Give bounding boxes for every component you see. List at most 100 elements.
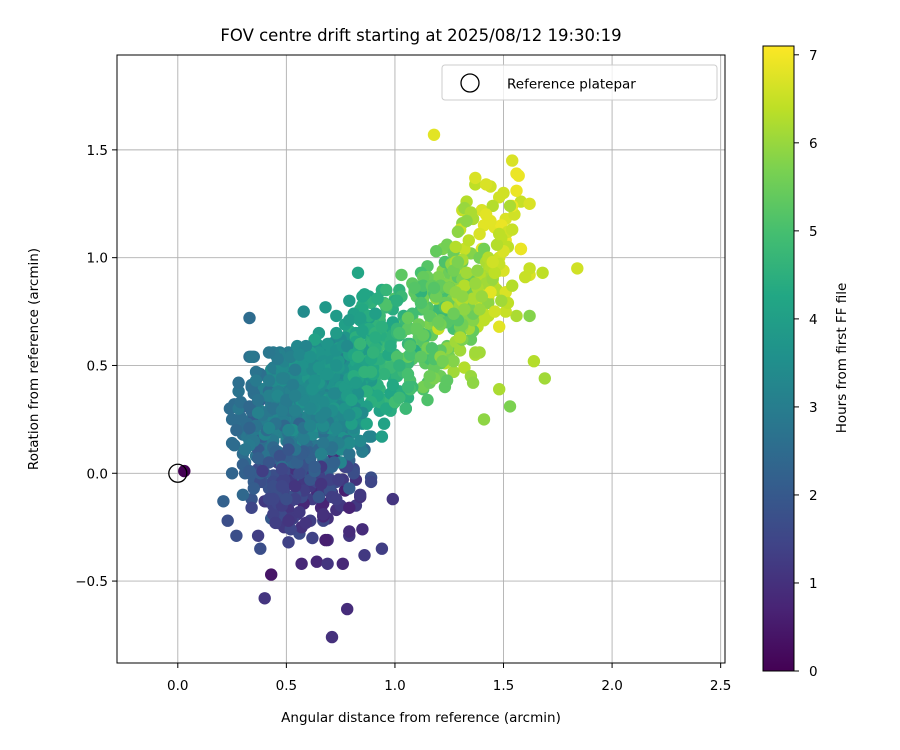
- scatter-point: [275, 372, 289, 385]
- scatter-point: [330, 309, 343, 323]
- scatter-point: [341, 602, 354, 616]
- scatter-point: [458, 361, 471, 374]
- scatter-point: [332, 473, 345, 486]
- scatter-point: [343, 447, 356, 461]
- scatter-point: [393, 326, 406, 340]
- scatter-point: [236, 488, 250, 501]
- scatter-point: [356, 523, 369, 536]
- scatter-point: [506, 223, 519, 236]
- scatter-point: [230, 529, 243, 542]
- colorbar-tick-label: 5: [809, 224, 818, 240]
- colorbar-tick-label: 6: [809, 136, 818, 152]
- scatter-point: [403, 348, 417, 361]
- scatter-point: [343, 294, 356, 307]
- chart-title: FOV centre drift starting at 2025/08/12 …: [220, 26, 621, 45]
- scatter-point: [282, 443, 295, 456]
- scatter-point: [493, 191, 506, 204]
- x-tick-label: 1.0: [384, 678, 405, 694]
- scatter-point: [486, 255, 499, 269]
- scatter-point: [312, 490, 326, 504]
- colorbar-tick-label: 7: [809, 48, 818, 64]
- scatter-point: [304, 402, 317, 415]
- scatter-point: [356, 324, 369, 338]
- scatter-point: [327, 387, 341, 400]
- scatter-point: [288, 404, 302, 417]
- scatter-point: [243, 421, 256, 435]
- y-tick-label: 0.0: [87, 466, 108, 482]
- scatter-point: [286, 378, 300, 392]
- scatter-point: [427, 128, 441, 141]
- scatter-point: [451, 225, 465, 238]
- x-tick-label: 0.5: [276, 678, 297, 694]
- scatter-point: [351, 266, 365, 279]
- scatter-point: [288, 389, 302, 402]
- scatter-point: [510, 184, 523, 197]
- scatter-point: [262, 421, 276, 435]
- scatter-point: [243, 400, 256, 413]
- scatter-point: [282, 423, 295, 437]
- scatter-point: [440, 374, 454, 387]
- colorbar-tick-label: 0: [809, 664, 818, 680]
- scatter-point: [251, 529, 265, 542]
- scatter-point: [490, 238, 504, 251]
- scatter-point: [510, 309, 523, 323]
- scatter-point: [341, 339, 354, 353]
- scatter-point: [269, 516, 282, 530]
- scatter-point: [471, 264, 484, 277]
- y-axis-label: Rotation from reference (arcmin): [26, 248, 42, 470]
- scatter-point: [275, 480, 289, 493]
- scatter-point: [408, 281, 421, 295]
- colorbar: 0 1 2 3 4 5 6 7 Hours from first FF file: [762, 45, 850, 680]
- scatter-point: [430, 245, 443, 258]
- scatter-point: [367, 346, 380, 359]
- scatter-point: [230, 423, 243, 437]
- scatter-point: [414, 350, 428, 363]
- scatter-point: [354, 311, 367, 325]
- scatter-point: [345, 393, 358, 407]
- scatter-point: [319, 301, 332, 314]
- scatter-point: [262, 374, 276, 387]
- scatter-point: [466, 376, 480, 389]
- scatter-point: [386, 492, 399, 506]
- scatter-point: [386, 378, 399, 392]
- scatter-point: [262, 492, 276, 506]
- scatter-point: [225, 467, 239, 480]
- scatter-point: [456, 290, 469, 303]
- scatter-point: [462, 234, 475, 247]
- scatter-point: [364, 475, 378, 489]
- scatter-point: [327, 456, 341, 469]
- scatter-point: [262, 456, 276, 469]
- x-tick-label: 2.0: [601, 678, 622, 694]
- colorbar-ticks: 0 1 2 3 4 5 6 7: [794, 48, 818, 680]
- scatter-point: [299, 516, 313, 530]
- colorbar-label: Hours from first FF file: [834, 283, 850, 434]
- scatter-point: [479, 208, 493, 221]
- scatter-point: [317, 436, 330, 450]
- scatter-point: [493, 320, 506, 333]
- scatter-point: [308, 333, 321, 346]
- scatter-point: [228, 439, 241, 452]
- scatter-point: [401, 380, 415, 394]
- scatter-point: [314, 447, 328, 461]
- scatter-point: [375, 430, 389, 443]
- scatter-point: [523, 309, 536, 323]
- scatter-point: [380, 298, 393, 312]
- scatter-point: [488, 305, 501, 318]
- scatter-point: [475, 290, 488, 303]
- scatter-point: [330, 421, 343, 435]
- scatter-point: [510, 167, 523, 180]
- scatter-point: [473, 227, 486, 241]
- scatter-point: [245, 350, 258, 363]
- y-tick-label: 1.5: [87, 143, 108, 159]
- scatter-point: [477, 413, 491, 426]
- scatter-point: [360, 417, 373, 430]
- x-axis-label: Angular distance from reference (arcmin): [281, 710, 561, 726]
- colorbar-gradient: [762, 45, 795, 672]
- scatter-point: [343, 482, 356, 495]
- scatter-point: [403, 339, 417, 353]
- scatter-point: [297, 305, 310, 318]
- scatter-point: [351, 350, 365, 363]
- scatter-point: [343, 501, 356, 514]
- scatter-point: [314, 411, 328, 424]
- scatter-point: [243, 464, 256, 478]
